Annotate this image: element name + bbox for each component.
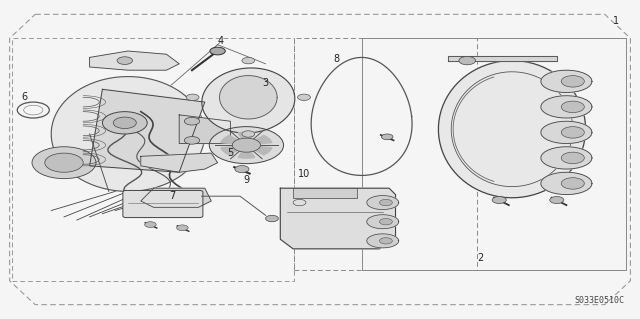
Circle shape xyxy=(550,197,564,204)
Circle shape xyxy=(117,57,132,64)
Circle shape xyxy=(561,101,584,113)
Polygon shape xyxy=(179,115,230,144)
Circle shape xyxy=(380,238,392,244)
Polygon shape xyxy=(448,56,557,61)
Circle shape xyxy=(492,197,506,204)
Bar xyxy=(293,188,357,198)
Polygon shape xyxy=(367,196,399,210)
Circle shape xyxy=(561,127,584,138)
Polygon shape xyxy=(541,96,592,118)
Polygon shape xyxy=(220,76,277,119)
Circle shape xyxy=(459,56,476,65)
Circle shape xyxy=(561,152,584,164)
Polygon shape xyxy=(221,146,237,155)
Polygon shape xyxy=(280,188,396,249)
Polygon shape xyxy=(541,121,592,144)
Circle shape xyxy=(561,76,584,87)
Circle shape xyxy=(242,131,255,137)
Circle shape xyxy=(177,225,188,231)
Polygon shape xyxy=(90,51,179,70)
Polygon shape xyxy=(256,136,272,144)
Polygon shape xyxy=(221,136,237,144)
Circle shape xyxy=(381,134,393,140)
Polygon shape xyxy=(438,61,586,198)
Circle shape xyxy=(113,117,136,129)
Circle shape xyxy=(186,94,199,100)
Circle shape xyxy=(32,147,96,179)
Text: 7: 7 xyxy=(170,191,176,201)
Circle shape xyxy=(210,47,225,55)
Text: 1: 1 xyxy=(612,16,619,26)
Text: 4: 4 xyxy=(218,36,224,47)
Text: 10: 10 xyxy=(298,169,310,179)
Circle shape xyxy=(561,178,584,189)
Polygon shape xyxy=(541,70,592,93)
Polygon shape xyxy=(90,89,205,172)
Text: 3: 3 xyxy=(262,78,269,88)
Text: 5: 5 xyxy=(227,148,234,158)
Polygon shape xyxy=(141,153,218,172)
Circle shape xyxy=(380,199,392,206)
Polygon shape xyxy=(238,132,255,138)
Polygon shape xyxy=(367,215,399,229)
Polygon shape xyxy=(141,188,211,207)
Polygon shape xyxy=(367,234,399,248)
Circle shape xyxy=(184,117,200,125)
FancyBboxPatch shape xyxy=(123,190,203,218)
Text: 9: 9 xyxy=(243,175,250,185)
Circle shape xyxy=(45,153,83,172)
Circle shape xyxy=(242,57,255,64)
Circle shape xyxy=(184,137,200,144)
Polygon shape xyxy=(202,68,295,133)
Circle shape xyxy=(209,127,284,164)
Circle shape xyxy=(102,112,147,134)
Circle shape xyxy=(266,215,278,222)
Circle shape xyxy=(232,138,260,152)
Polygon shape xyxy=(541,172,592,195)
Text: 8: 8 xyxy=(333,54,339,64)
Circle shape xyxy=(298,94,310,100)
Circle shape xyxy=(145,222,156,227)
Circle shape xyxy=(235,166,249,173)
Text: 6: 6 xyxy=(21,92,28,102)
Polygon shape xyxy=(256,146,272,155)
Circle shape xyxy=(380,219,392,225)
Polygon shape xyxy=(541,147,592,169)
Text: 2: 2 xyxy=(477,253,483,263)
Polygon shape xyxy=(238,152,255,158)
Text: S033E0510C: S033E0510C xyxy=(574,296,624,305)
Polygon shape xyxy=(51,77,205,191)
